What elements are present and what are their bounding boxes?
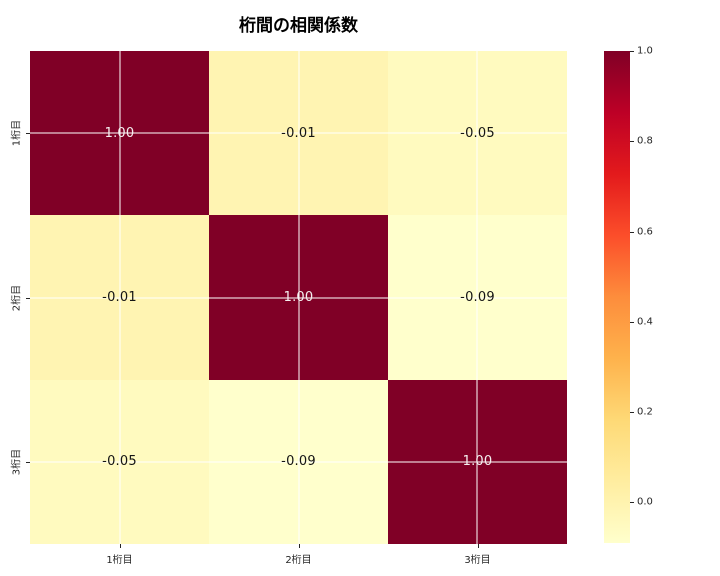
- colorbar-tick-mark: [630, 412, 634, 414]
- colorbar-tick-mark: [630, 141, 634, 143]
- colorbar-tick-label: 1.0: [637, 45, 653, 57]
- colorbar-tick-label: 0.0: [637, 496, 653, 508]
- y-tick-label: 2桁目: [11, 284, 23, 311]
- x-tick-label: 3桁目: [464, 555, 491, 566]
- colorbar-tick-mark: [630, 51, 634, 52]
- cell-value: -0.01: [102, 289, 137, 305]
- colorbar-tick-mark: [630, 231, 634, 233]
- gridline-vertical: [476, 51, 478, 544]
- gridline-horizontal: [30, 297, 567, 298]
- y-tick-mark: [26, 133, 30, 135]
- y-tick-mark: [26, 297, 30, 299]
- colorbar: [604, 51, 630, 543]
- cell-value: 1.00: [283, 289, 314, 305]
- x-tick-mark: [119, 544, 121, 548]
- cell-value: -0.05: [102, 454, 137, 470]
- y-tick-mark: [26, 461, 30, 463]
- gridline-horizontal: [30, 461, 567, 463]
- y-tick-label: 3桁目: [11, 448, 23, 476]
- colorbar-tick-label: 0.4: [637, 316, 653, 328]
- x-tick-mark: [477, 544, 479, 548]
- x-tick-label: 2桁目: [285, 555, 312, 566]
- y-tick-label: 1桁目: [11, 119, 23, 147]
- chart-title: 桁間の相関係数: [239, 16, 358, 36]
- heatmap: 1.00 -0.01 -0.05 -0.01 1.00 -0.09 -0.05 -0.09 1.…: [30, 51, 567, 544]
- colorbar-tick-mark: [630, 321, 634, 323]
- x-tick-mark: [298, 544, 300, 548]
- cell-value: 1.00: [104, 125, 135, 141]
- colorbar-tick-label: 0.2: [637, 406, 653, 418]
- colorbar-tick-mark: [630, 502, 634, 504]
- colorbar-tick-label: 0.8: [637, 135, 653, 147]
- cell-value: -0.01: [281, 125, 316, 141]
- x-tick-label: 1桁目: [106, 555, 133, 566]
- cell-value: -0.09: [281, 454, 316, 470]
- cell-value: -0.05: [460, 125, 495, 141]
- cell-value: -0.09: [460, 289, 495, 305]
- cell-value: 1.00: [462, 454, 493, 470]
- colorbar-tick-label: 0.6: [637, 226, 653, 238]
